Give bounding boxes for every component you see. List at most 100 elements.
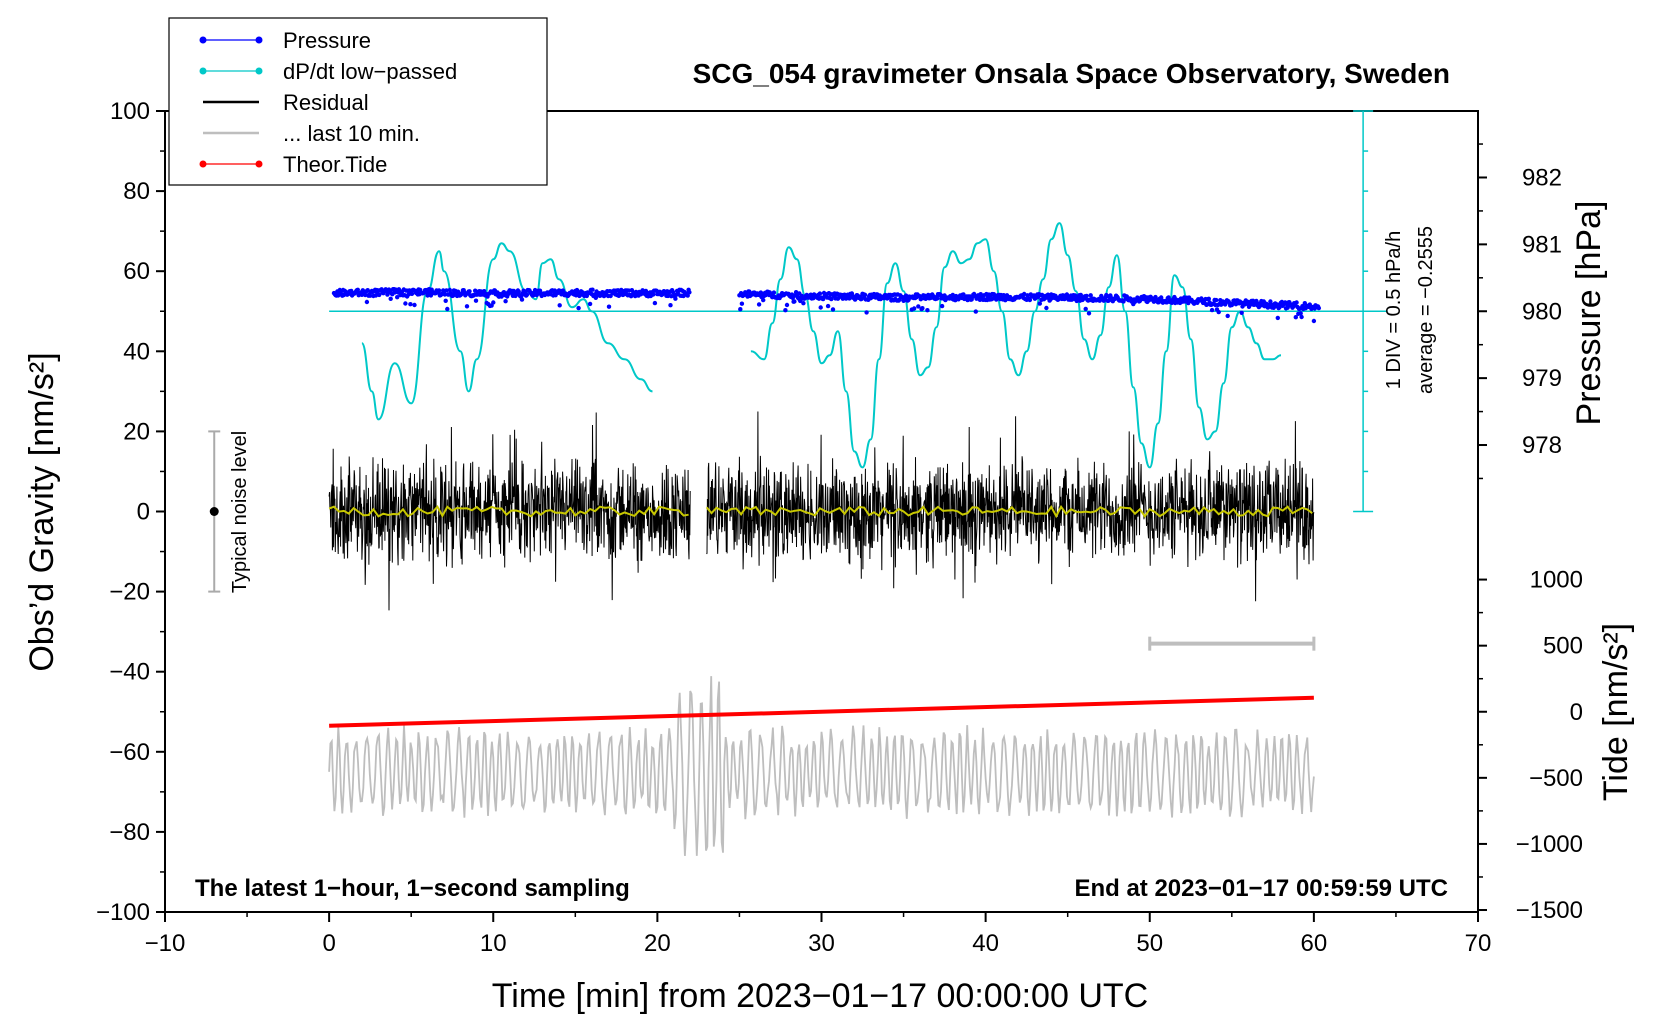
gravity-tick-label: 0	[137, 499, 150, 526]
pressure-point	[1216, 309, 1221, 315]
scale-note: 1 DIV = 0.5 hPa/h	[1383, 231, 1405, 389]
pressure-point	[801, 301, 806, 306]
time-tick-label: 10	[480, 930, 507, 957]
pressure-point	[467, 289, 472, 294]
tide-tick-label: 1000	[1530, 567, 1583, 594]
pressure-point	[973, 309, 978, 314]
pressure-point	[1209, 307, 1215, 313]
pressure-point	[784, 302, 790, 308]
x-axis-label: Time [min] from 2023−01−17 00:00:00 UTC	[492, 977, 1148, 1015]
tide-line	[329, 695, 1314, 728]
pressure-point	[1298, 311, 1303, 316]
pressure-point	[673, 296, 678, 301]
legend-entries	[199, 36, 263, 168]
pressure-point	[377, 292, 382, 298]
pressure-point	[818, 305, 823, 310]
pressure-point	[916, 304, 921, 309]
residual-trace	[706, 411, 1315, 602]
pressure-point	[670, 289, 676, 295]
pressure-point	[918, 297, 923, 302]
pressure-point	[355, 287, 360, 292]
pressure-point	[524, 292, 530, 297]
pressure-point	[792, 299, 797, 304]
pressure-point	[1021, 291, 1027, 297]
legend-label-residual: Residual	[283, 90, 369, 115]
pressure-point	[608, 293, 613, 299]
tide-tick-label: 0	[1570, 699, 1583, 726]
pressure-point	[1084, 293, 1089, 299]
pressure-point	[935, 296, 940, 301]
pressure-point	[761, 297, 766, 303]
pressure-point	[395, 295, 400, 300]
gravity-tick-label: 40	[123, 338, 150, 365]
pressure-point	[668, 303, 673, 308]
time-tick-label: 0	[322, 930, 335, 957]
gravity-tick-label: 80	[123, 178, 150, 205]
pressure-point	[925, 308, 930, 313]
time-tick-label: 70	[1465, 930, 1492, 957]
pressure-tick-label: 979	[1522, 365, 1562, 392]
pressure-point	[443, 298, 448, 303]
dpdt-curve	[360, 242, 653, 421]
gravity-axis-ticks: −100 −80 −60 −40 −20 0 20 40 60 80 100	[96, 98, 165, 926]
pressure-point	[1214, 297, 1219, 303]
pressure-axis-label: Pressure [hPa]	[1570, 201, 1608, 426]
pressure-point	[408, 302, 413, 307]
pressure-point	[503, 299, 508, 304]
legend-label-pressure: Pressure	[283, 28, 371, 53]
residual-smoothed-trace	[705, 504, 1313, 519]
chart-title: SCG_054 gravimeter Onsala Space Observat…	[693, 58, 1450, 89]
pressure-point	[1316, 305, 1322, 311]
gravity-tick-label: 60	[123, 258, 150, 285]
average-note: average = −0.2555	[1415, 226, 1437, 394]
pressure-point	[464, 304, 470, 309]
pressure-tick-label: 978	[1522, 432, 1562, 459]
residual-trace	[328, 412, 691, 611]
tide-tick-label: 500	[1543, 633, 1583, 660]
pressure-point	[557, 303, 562, 308]
legend-swatch-marker	[255, 36, 263, 44]
pressure-point	[738, 307, 743, 312]
gravity-tick-label: −40	[109, 659, 150, 686]
pressure-point	[1277, 305, 1282, 310]
pressure-tick-label: 981	[1522, 231, 1562, 258]
pressure-point	[364, 299, 370, 305]
pressure-point	[516, 289, 521, 294]
pressure-point	[442, 292, 447, 297]
pressure-tick-label: 982	[1522, 164, 1562, 191]
time-tick-label: 60	[1301, 930, 1328, 957]
pressure-point	[388, 296, 393, 301]
pressure-point	[1088, 293, 1093, 298]
pressure-point	[1206, 296, 1212, 301]
gravity-tick-label: −20	[109, 579, 150, 606]
gravity-tick-label: −60	[109, 739, 150, 766]
pressure-point	[1299, 314, 1304, 320]
pressure-point	[817, 291, 823, 296]
pressure-point	[1166, 295, 1171, 300]
pressure-point	[1083, 306, 1088, 312]
pressure-point	[920, 306, 925, 311]
pressure-point	[576, 305, 581, 311]
legend-swatch-marker	[255, 67, 263, 75]
gravity-axis-label: Obs’d Gravity [nm/s²]	[23, 352, 61, 671]
pressure-point	[950, 292, 955, 298]
pressure-point	[1275, 315, 1281, 321]
pressure-point	[912, 306, 917, 311]
pressure-point	[363, 292, 368, 298]
pressure-point	[862, 292, 868, 297]
pressure-point	[1233, 302, 1239, 307]
gravity-tick-label: −80	[109, 819, 150, 846]
pressure-tick-label: 980	[1522, 298, 1562, 325]
pressure-point	[685, 293, 690, 298]
legend: Pressure dP/dt low−passed Residual ... l…	[168, 17, 548, 186]
legend-label-last10: ... last 10 min.	[283, 121, 420, 146]
pressure-point	[403, 301, 408, 306]
legend-swatch-marker	[199, 67, 207, 75]
pressure-point	[939, 303, 945, 309]
pressure-point	[1225, 313, 1230, 319]
pressure-point	[1086, 311, 1092, 316]
residual-smoothed-trace	[328, 504, 689, 518]
legend-swatch-marker	[199, 160, 207, 168]
time-tick-label: −10	[145, 930, 186, 957]
